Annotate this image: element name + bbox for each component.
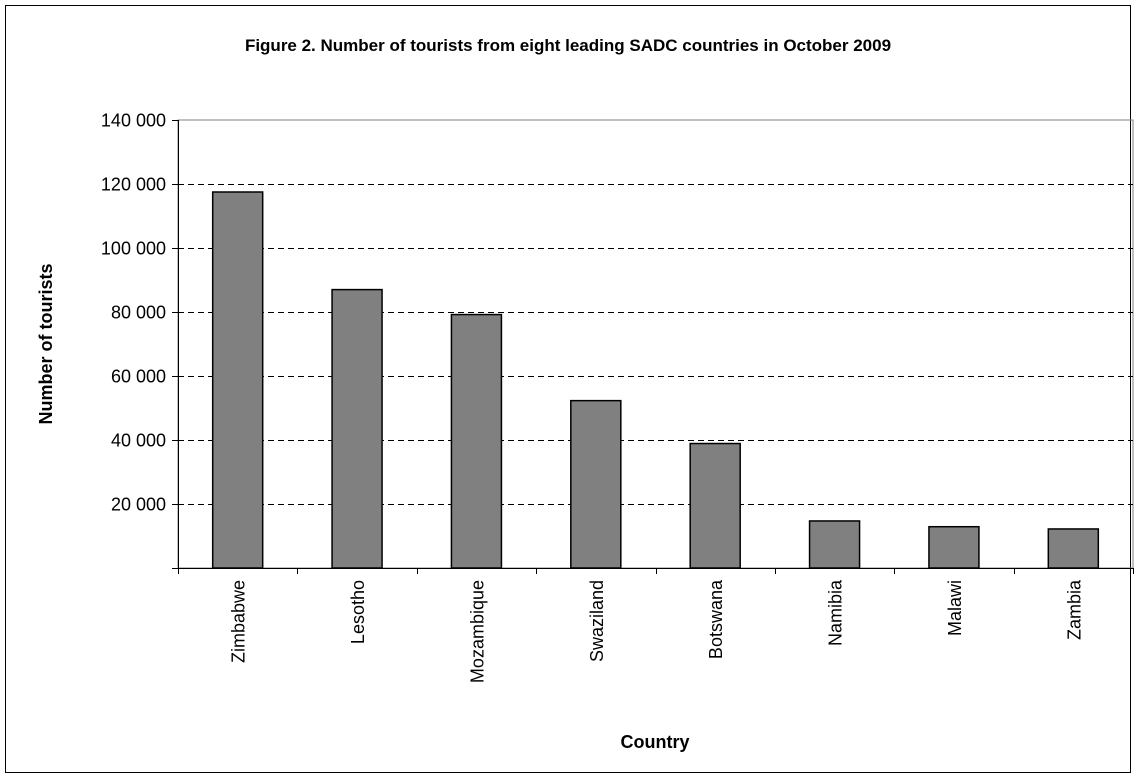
y-tick-label: 40 000 <box>111 431 166 451</box>
bar <box>928 525 980 569</box>
x-tick-label: Zambia <box>1064 579 1084 640</box>
bars <box>211 191 1100 569</box>
x-tick-label: Zimbabwe <box>229 580 249 663</box>
x-tick-label: Botswana <box>706 579 726 659</box>
x-tick-label: Namibia <box>826 579 846 646</box>
bar <box>570 399 622 569</box>
gridlines <box>178 184 1133 505</box>
chart-frame <box>5 5 1131 773</box>
chart-title: Figure 2. Number of tourists from eight … <box>245 36 891 55</box>
y-tick-label: 140 000 <box>101 111 166 131</box>
x-axis-title: Country <box>621 732 690 752</box>
x-tick-label: Swaziland <box>587 580 607 662</box>
bar <box>689 442 741 569</box>
axes <box>172 120 1134 574</box>
y-tick-label: 100 000 <box>101 239 166 259</box>
bar <box>450 313 503 569</box>
tick-labels: 20 000 40 000 60 000 80 000 100 000 120 000 14… <box>101 111 1084 684</box>
x-tick-label: Malawi <box>945 580 965 636</box>
x-tick-label: Lesotho <box>348 580 368 644</box>
y-tick-label: 60 000 <box>111 367 166 387</box>
y-tick-label: 80 000 <box>111 303 166 323</box>
bar <box>1047 528 1100 569</box>
y-axis-title: Number of tourists <box>36 263 56 424</box>
y-tick-label: 120 000 <box>101 175 166 195</box>
bar <box>331 288 383 569</box>
bar <box>808 520 861 569</box>
y-tick-label: 20 000 <box>111 495 166 515</box>
plot-area <box>177 119 1134 569</box>
bar <box>211 191 264 569</box>
x-tick-label: Mozambique <box>467 580 487 683</box>
